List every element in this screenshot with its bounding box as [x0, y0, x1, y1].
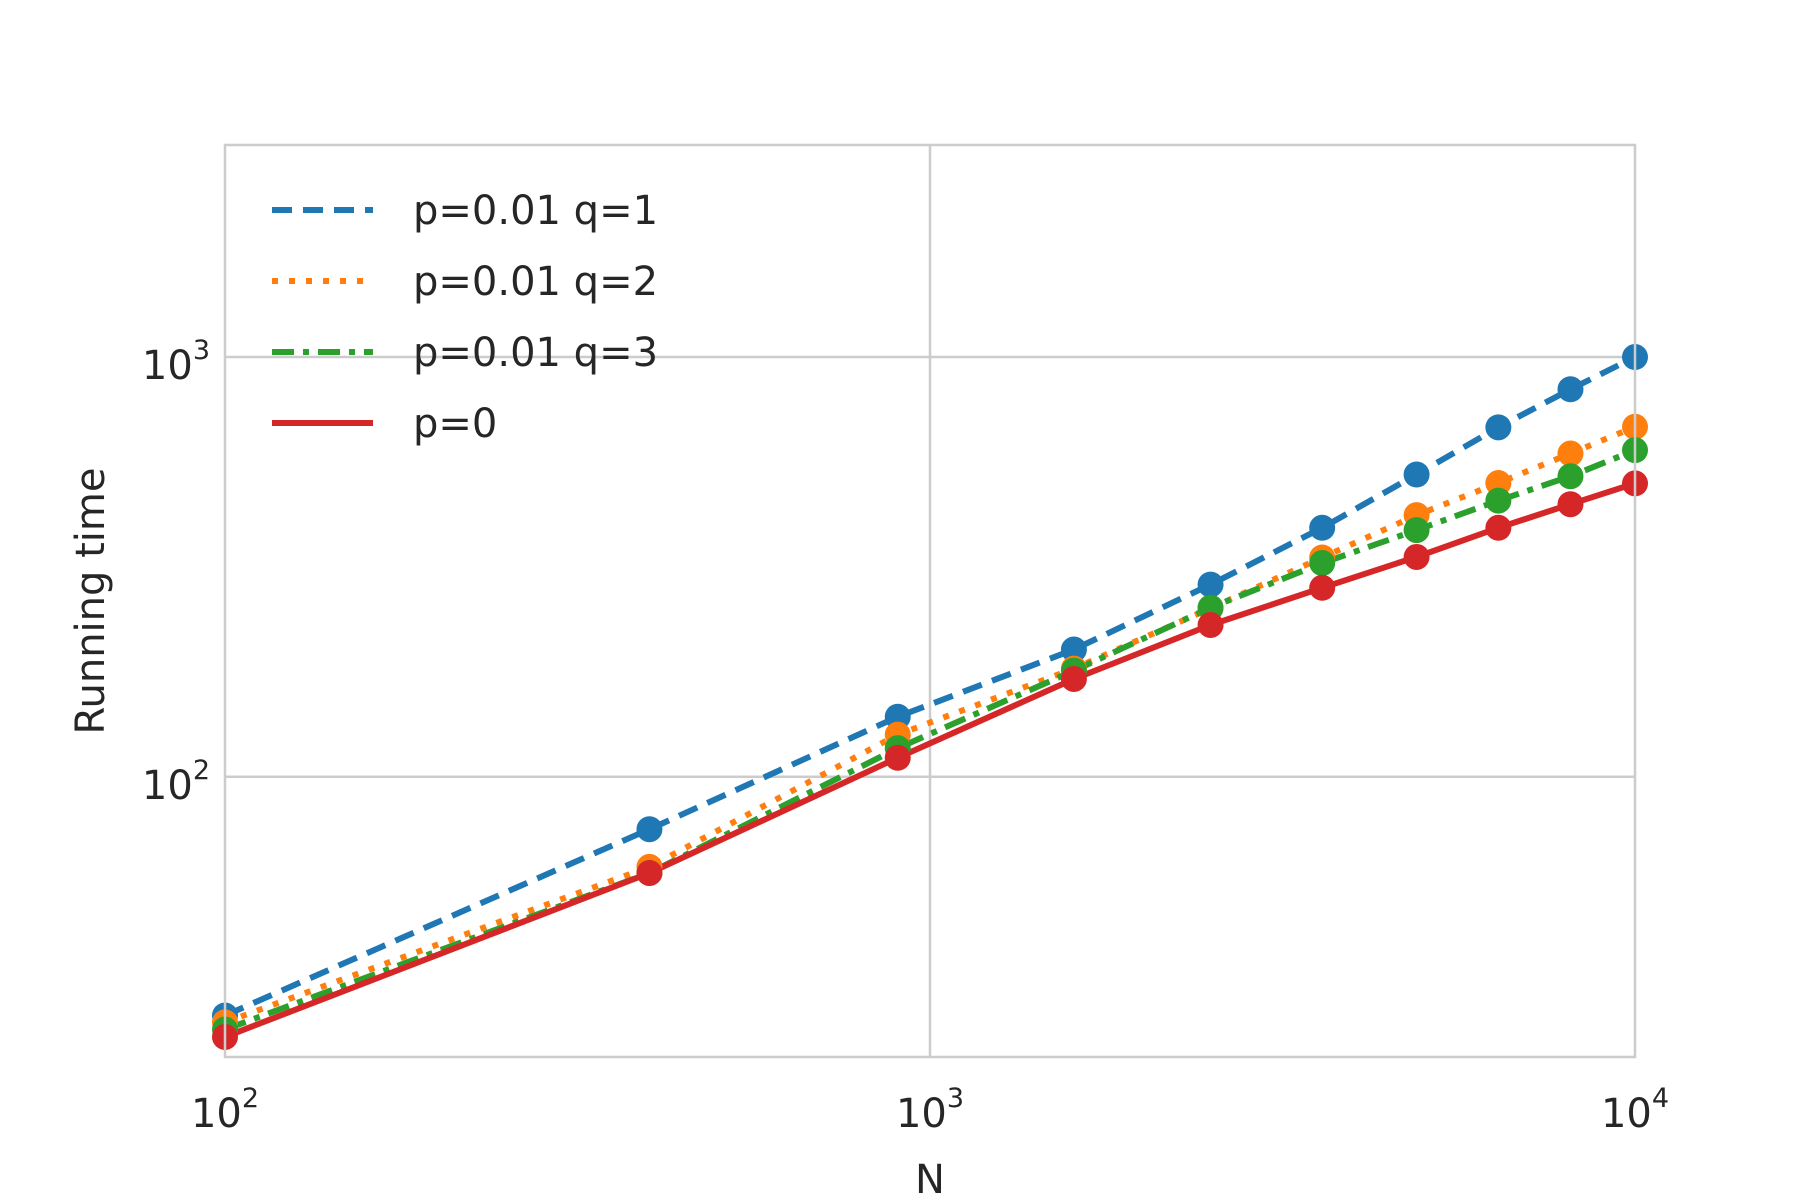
- data-point: [1557, 491, 1584, 518]
- data-point: [1403, 461, 1430, 488]
- x-tick-label-exponent: 4: [1652, 1083, 1669, 1114]
- data-point: [1557, 376, 1584, 403]
- data-point: [1403, 543, 1430, 570]
- x-tick-label-base: 10: [1601, 1091, 1652, 1137]
- data-point: [1309, 550, 1336, 577]
- data-point: [636, 859, 663, 886]
- data-point: [1309, 574, 1336, 601]
- legend-label: p=0.01 q=3: [413, 330, 658, 376]
- data-point: [884, 703, 911, 730]
- data-point: [1060, 636, 1087, 663]
- data-point: [1557, 463, 1584, 490]
- x-tick-label: 104: [1601, 1083, 1669, 1137]
- x-axis-label: N: [915, 1157, 945, 1200]
- data-point: [636, 816, 663, 843]
- y-tick-label-exponent: 3: [193, 335, 210, 366]
- x-tick-label: 102: [191, 1083, 259, 1137]
- plot-frame: [223, 143, 1637, 1059]
- y-axis-label: Running time: [68, 468, 114, 735]
- data-point: [1485, 514, 1512, 541]
- x-tick-labels: 102 103 104: [191, 1083, 1669, 1137]
- y-tick-label-exponent: 2: [193, 755, 210, 786]
- legend-label: p=0.01 q=2: [413, 259, 658, 305]
- data-point: [1197, 611, 1224, 638]
- x-tick-label-base: 10: [191, 1091, 242, 1137]
- legend-label: p=0.01 q=1: [413, 188, 658, 234]
- data-point: [1197, 571, 1224, 598]
- x-tick-label-exponent: 2: [242, 1083, 259, 1114]
- data-point: [1060, 665, 1087, 692]
- series-line-3: [223, 480, 1636, 1040]
- x-tick-label-base: 10: [896, 1091, 947, 1137]
- data-point: [1485, 487, 1512, 514]
- x-tick-label: 103: [896, 1083, 964, 1137]
- series-line-0: [223, 354, 1637, 1019]
- x-tick-label-exponent: 3: [947, 1083, 964, 1114]
- legend-label: p=0: [413, 401, 497, 447]
- y-tick-label-base: 10: [142, 343, 193, 389]
- legend: p=0.01 q=1 p=0.01 q=2 p=0.01 q=3 p=0: [272, 188, 658, 447]
- y-tick-label: 103: [142, 335, 210, 389]
- series-lines: [223, 354, 1637, 1040]
- data-point: [1557, 440, 1584, 467]
- series-markers: [212, 344, 1648, 1050]
- data-point: [1403, 517, 1430, 544]
- y-tick-label: 102: [142, 755, 210, 809]
- y-tick-label-base: 10: [142, 763, 193, 809]
- data-point: [1485, 414, 1512, 441]
- data-point: [1309, 514, 1336, 541]
- data-point: [884, 744, 911, 771]
- grid: [225, 145, 1635, 1057]
